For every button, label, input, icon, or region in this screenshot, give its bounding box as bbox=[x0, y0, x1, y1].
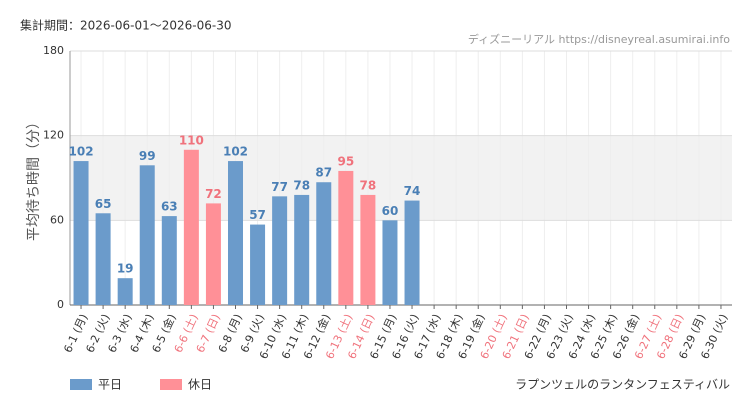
legend-label: 休日 bbox=[188, 378, 212, 392]
data-label: 63 bbox=[161, 200, 178, 214]
bar bbox=[382, 220, 398, 305]
data-label: 57 bbox=[249, 208, 266, 222]
shaded-band bbox=[70, 135, 732, 221]
data-label: 110 bbox=[179, 133, 204, 147]
data-label: 102 bbox=[69, 145, 94, 159]
data-label: 78 bbox=[293, 178, 310, 192]
bar bbox=[161, 216, 177, 305]
data-label: 99 bbox=[139, 149, 156, 163]
y-tick-label: 120 bbox=[43, 129, 64, 142]
data-label: 74 bbox=[404, 184, 421, 198]
y-tick-label: 180 bbox=[43, 44, 64, 57]
bar bbox=[205, 203, 221, 305]
data-label: 95 bbox=[337, 154, 354, 168]
legend-label: 平日 bbox=[98, 378, 122, 392]
y-axis-label: 平均待ち時間（分） bbox=[26, 115, 42, 241]
data-label: 72 bbox=[205, 187, 222, 201]
bar bbox=[228, 161, 243, 305]
data-label: 19 bbox=[117, 262, 134, 276]
y-tick-label: 60 bbox=[50, 213, 64, 226]
data-label: 102 bbox=[223, 145, 248, 159]
bar bbox=[139, 165, 155, 305]
bar bbox=[360, 194, 376, 305]
data-label: 60 bbox=[382, 204, 399, 218]
bar bbox=[117, 278, 133, 305]
bar bbox=[250, 224, 266, 305]
data-label: 87 bbox=[315, 166, 332, 180]
data-label: 77 bbox=[271, 180, 288, 194]
legend-swatch bbox=[160, 379, 182, 390]
chart-title: 集計期間：2026-06-01～2026-06-30 bbox=[20, 18, 231, 33]
bar bbox=[338, 170, 354, 305]
bar bbox=[73, 161, 89, 305]
legend-swatch bbox=[70, 379, 92, 390]
data-label: 78 bbox=[360, 178, 377, 192]
data-label: 65 bbox=[95, 197, 112, 211]
bar bbox=[316, 182, 332, 305]
bar bbox=[95, 213, 111, 305]
y-tick-label: 0 bbox=[57, 298, 64, 311]
bar bbox=[294, 194, 310, 305]
bar bbox=[183, 149, 199, 305]
bar bbox=[272, 196, 288, 305]
bar bbox=[404, 200, 420, 305]
footer: ラプンツェルのランタンフェスティバル bbox=[515, 378, 730, 392]
source: ディズニーリアル https://disneyreal.asumirai.inf… bbox=[468, 32, 730, 46]
